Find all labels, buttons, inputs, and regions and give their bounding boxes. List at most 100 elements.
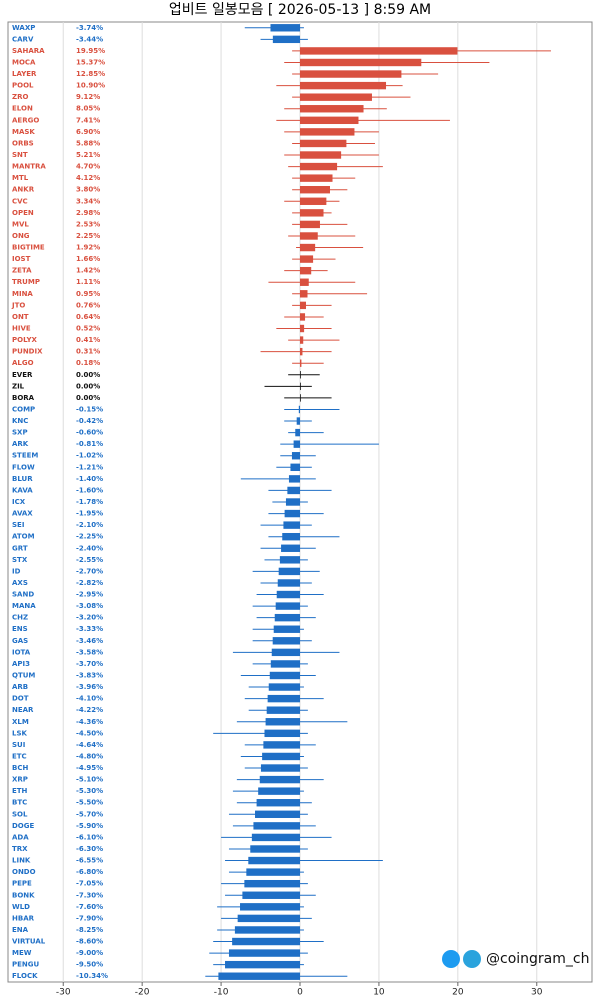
value-label: 19.95% (76, 47, 105, 55)
category-label: POOL (12, 82, 34, 90)
bar (218, 972, 300, 980)
bar (300, 162, 338, 171)
value-label: 3.34% (76, 197, 100, 205)
value-label: -3.96% (76, 683, 103, 691)
bar (284, 509, 300, 518)
value-label: -2.82% (76, 579, 103, 587)
bar (300, 220, 320, 229)
value-label: -7.90% (76, 914, 103, 922)
bar (262, 752, 300, 761)
bar (300, 151, 342, 159)
category-label: MINA (12, 290, 33, 298)
value-label: -2.10% (76, 521, 103, 529)
bar (298, 405, 300, 414)
value-label: 1.11% (76, 278, 100, 286)
category-label: SEI (12, 521, 24, 529)
bar (228, 949, 300, 957)
value-label: -5.10% (76, 776, 103, 784)
bar (274, 613, 300, 622)
value-label: 6.90% (76, 128, 100, 136)
bar (272, 35, 300, 44)
category-label: BTC (12, 799, 27, 807)
bar (253, 822, 300, 830)
value-label: 0.76% (76, 301, 100, 309)
bar (290, 463, 300, 472)
category-label: XRP (12, 776, 28, 784)
value-label: 12.85% (76, 70, 105, 78)
category-label: FLOW (12, 463, 35, 471)
value-label: 4.70% (76, 163, 100, 171)
category-label: ICX (12, 498, 26, 506)
bar (300, 371, 301, 379)
category-label: IOST (12, 255, 31, 263)
category-label: NEAR (12, 706, 34, 714)
bar (260, 764, 300, 772)
bar (266, 706, 300, 714)
value-label: -4.95% (76, 764, 103, 772)
bar (242, 891, 300, 899)
bar (300, 243, 316, 252)
category-label: BIGTIME (12, 244, 45, 252)
value-label: -2.40% (76, 544, 103, 552)
bar (281, 544, 300, 552)
bar (300, 324, 305, 333)
bar (265, 718, 300, 726)
bar (300, 313, 306, 321)
value-label: 8.05% (76, 105, 100, 113)
value-label: 0.41% (76, 336, 100, 344)
value-label: -3.58% (76, 648, 103, 656)
bar (244, 879, 300, 888)
bar (300, 58, 422, 67)
category-label: SXP (12, 429, 28, 437)
category-label: LINK (12, 857, 31, 865)
category-label: HBAR (12, 914, 35, 922)
category-label: SNT (12, 151, 28, 159)
value-label: -0.15% (76, 405, 103, 413)
value-label: -0.60% (76, 429, 103, 437)
category-label: CHZ (12, 614, 28, 622)
category-label: ZIL (12, 382, 25, 390)
category-label: ONDO (12, 868, 36, 876)
category-label: MASK (12, 128, 35, 136)
category-label: STX (12, 556, 28, 564)
bar (300, 93, 372, 101)
value-label: -9.00% (76, 949, 103, 957)
value-label: -8.25% (76, 926, 103, 934)
x-tick-label: 10 (373, 988, 385, 998)
value-label: 0.64% (76, 313, 100, 321)
value-label: -3.08% (76, 602, 103, 610)
bar (264, 729, 300, 738)
bar (271, 648, 300, 657)
bar (268, 683, 300, 691)
value-label: 1.66% (76, 255, 100, 263)
category-label: KNC (12, 417, 28, 425)
value-label: -4.80% (76, 752, 103, 760)
value-label: -1.60% (76, 486, 103, 494)
bar (269, 671, 300, 680)
value-label: 1.92% (76, 244, 100, 252)
bar (300, 255, 314, 263)
category-label: DOT (12, 695, 29, 703)
value-label: -1.21% (76, 463, 103, 471)
value-label: 0.18% (76, 359, 100, 367)
bar (272, 637, 300, 645)
category-label: ZRO (12, 93, 28, 101)
bar (300, 382, 301, 391)
category-label: SOL (12, 810, 28, 818)
bar (225, 960, 300, 969)
value-label: -2.55% (76, 556, 103, 564)
bar (246, 868, 300, 876)
value-label: -4.64% (76, 741, 103, 749)
category-label: SUI (12, 741, 25, 749)
bar (300, 209, 324, 217)
bar (300, 47, 458, 55)
bar (288, 475, 300, 483)
category-label: MANA (12, 602, 36, 610)
bar (270, 24, 300, 32)
category-label: ARK (12, 440, 29, 448)
category-label: GAS (12, 637, 28, 645)
bar (255, 810, 300, 818)
value-label: -7.60% (76, 903, 103, 911)
category-label: XLM (12, 718, 29, 726)
